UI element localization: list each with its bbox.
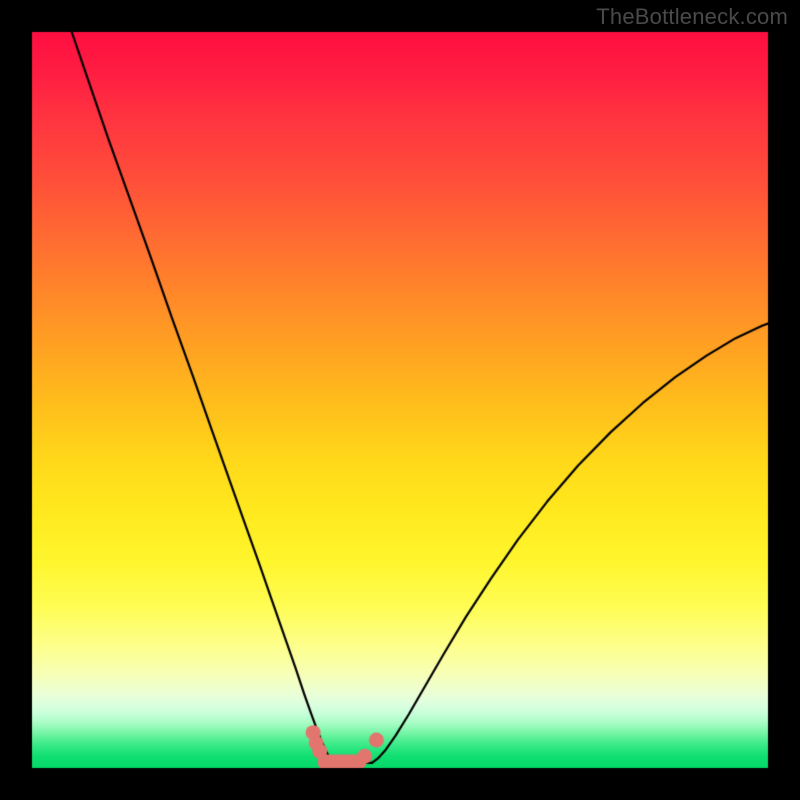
bottleneck-canvas bbox=[0, 0, 800, 800]
chart-stage: TheBottleneck.com bbox=[0, 0, 800, 800]
